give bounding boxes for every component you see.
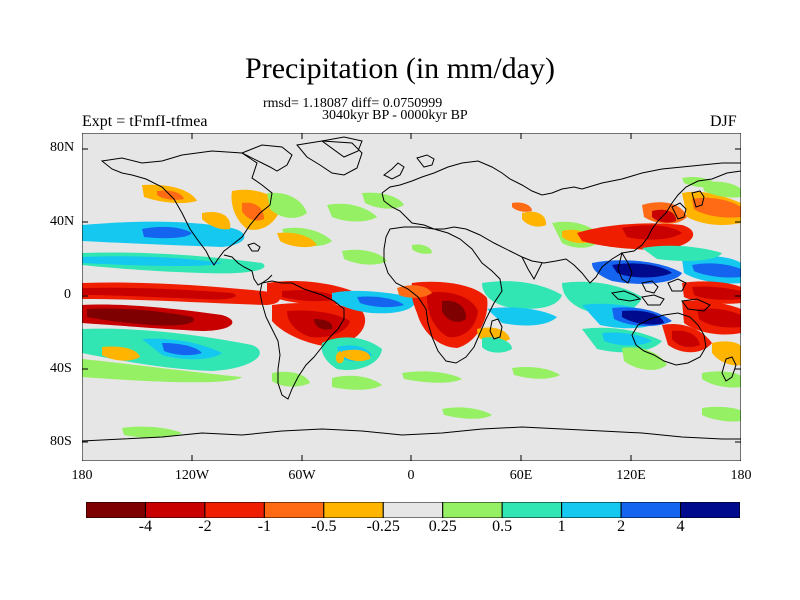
colorbar-swatch [86,502,146,518]
colorbar-swatch [144,502,206,518]
lon-tick-label: 0 [407,468,415,483]
colorbar-swatch [501,502,563,518]
stats-label: rmsd= 1.18087 diff= 0.0750999 [263,96,443,111]
lon-tick-label: 120E [616,468,646,483]
colorbar-label: -1 [257,518,272,535]
lat-tick-label: 80S [50,434,72,449]
anomaly-field [82,176,741,438]
colorbar-label: -4 [138,518,153,535]
colorbar-label: 4 [676,518,685,535]
lon-tick-label: 120W [174,468,210,483]
axis-ticks [82,133,741,461]
figure-title: Precipitation (in mm/day) [245,52,555,85]
colorbar-swatch [382,502,444,518]
precipitation-map [82,133,741,461]
season-label: DJF [710,113,737,130]
colorbar-swatch [561,502,622,518]
lat-tick-label: 0 [64,287,71,302]
colorbar-swatch [442,502,503,518]
colorbar-label: -0.25 [366,518,400,535]
colorbar-label: 0.5 [492,518,513,535]
lat-tick-label: 40S [50,361,72,376]
colorbar-label: 0.25 [428,518,457,535]
colorbar-swatch [620,502,682,518]
colorbar-swatch [263,502,325,518]
colorbar-swatch [680,502,740,518]
colorbar-label: 1 [557,518,566,535]
period-label: 3040kyr BP - 0000kyr BP [322,108,468,123]
lon-tick-label: 180 [71,468,93,483]
colorbar-label: 2 [617,518,626,535]
coastlines [82,136,741,442]
colorbar-label: -2 [198,518,212,535]
experiment-label: Expt = tFmfI-tfmea [82,113,208,130]
lon-tick-label: 180 [730,468,752,483]
lon-tick-label: 60W [288,468,316,483]
lon-tick-label: 60E [509,468,533,483]
colorbar-swatch [323,502,384,518]
colorbar-label: -0.5 [311,518,337,535]
colorbar-swatch [204,502,265,518]
lat-tick-label: 40N [50,214,75,229]
lat-tick-label: 80N [50,140,75,155]
colorbar [86,502,740,518]
